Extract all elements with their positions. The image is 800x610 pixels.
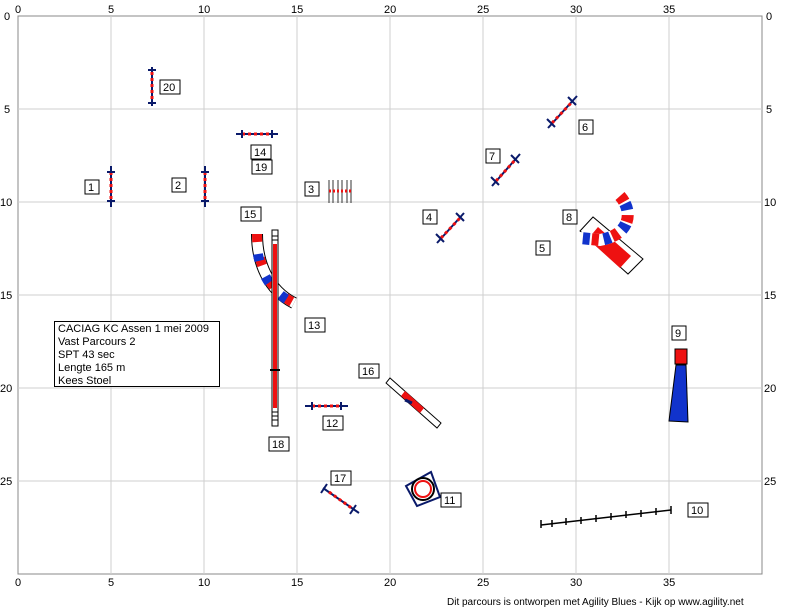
svg-text:19: 19	[255, 162, 267, 174]
y-tick: 0	[766, 11, 772, 23]
longjump-10	[540, 506, 672, 528]
jump-17	[320, 483, 360, 515]
x-tick: 5	[108, 577, 114, 589]
obstacle-number-8: 8	[562, 209, 578, 225]
svg-text:3: 3	[308, 184, 314, 196]
x-tick: 10	[198, 577, 210, 589]
x-tick: 20	[384, 4, 396, 16]
svg-text:8: 8	[566, 212, 572, 224]
x-tick: 35	[663, 577, 675, 589]
obstacle-number-11: 11	[440, 492, 462, 508]
svg-text:15: 15	[244, 209, 256, 221]
svg-text:17: 17	[334, 473, 346, 485]
jump-6	[546, 95, 578, 129]
svg-text:11: 11	[444, 495, 455, 507]
course-info-spt: SPT 43 sec	[58, 349, 115, 361]
jump-14	[236, 130, 278, 138]
x-tick: 0	[15, 4, 21, 16]
obstacle-number-10: 10	[687, 502, 709, 518]
y-tick: 15	[0, 290, 12, 302]
y-axis-right: 0 5 10 15 20 25	[764, 11, 776, 488]
svg-text:6: 6	[582, 122, 588, 134]
y-tick: 15	[764, 290, 776, 302]
y-tick: 25	[0, 476, 12, 488]
obstacle-number-9: 9	[671, 325, 687, 341]
x-axis-top: 0 5 10 15 20 25 30 35	[15, 4, 675, 16]
x-tick: 35	[663, 4, 675, 16]
course-info-judge: Kees Stoel	[58, 375, 112, 387]
svg-text:2: 2	[175, 180, 181, 192]
x-tick: 30	[570, 4, 582, 16]
tunnel-13-15	[251, 233, 297, 309]
obstacle-number-16: 16	[358, 363, 380, 379]
y-tick: 0	[4, 11, 10, 23]
obstacle-number-4: 4	[422, 209, 438, 225]
jump-4	[435, 212, 465, 244]
seesaw-16	[385, 377, 442, 429]
x-tick: 15	[291, 4, 303, 16]
obstacle-number-20: 20	[159, 79, 181, 95]
jump-2	[201, 166, 209, 207]
y-tick: 10	[764, 197, 776, 209]
y-tick: 5	[766, 104, 772, 116]
obstacle-number-14: 14	[250, 144, 272, 160]
course-info-event: CACIAG KC Assen 1 mei 2009	[58, 323, 210, 335]
svg-text:12: 12	[326, 418, 338, 430]
jump-20	[148, 67, 156, 106]
grid-lines	[18, 16, 762, 574]
obstacle-number-3: 3	[304, 181, 320, 197]
course-info-length: Lengte 165 m	[58, 362, 126, 374]
y-tick: 20	[0, 383, 12, 395]
svg-text:14: 14	[254, 147, 266, 159]
x-tick: 10	[198, 4, 210, 16]
x-axis-bottom: 0 5 10 15 20 25 30 35	[15, 577, 675, 589]
obstacle-number-6: 6	[578, 119, 594, 135]
obstacle-number-12: 12	[322, 415, 344, 431]
dogwalk-18	[270, 229, 280, 427]
tunnel-5-8	[579, 192, 644, 275]
course-info-course: Vast Parcours 2	[58, 336, 136, 348]
svg-text:7: 7	[489, 151, 495, 163]
x-tick: 5	[108, 4, 114, 16]
x-tick: 20	[384, 577, 396, 589]
y-tick: 25	[764, 476, 776, 488]
obstacle-number-7: 7	[485, 148, 501, 164]
x-tick: 30	[570, 577, 582, 589]
aframe-9	[668, 348, 689, 423]
y-tick: 10	[0, 197, 12, 209]
svg-text:1: 1	[88, 182, 94, 194]
svg-text:4: 4	[426, 212, 432, 224]
obstacle-number-15: 15	[240, 206, 262, 222]
svg-text:16: 16	[362, 366, 374, 378]
obstacle-number-2: 2	[171, 177, 187, 193]
x-tick: 0	[15, 577, 21, 589]
fence-3	[328, 180, 352, 203]
obstacle-number-18: 18	[268, 436, 290, 452]
jump-1	[107, 166, 115, 207]
svg-text:18: 18	[272, 439, 284, 451]
x-tick: 25	[477, 577, 489, 589]
obstacle-number-19: 19	[251, 159, 273, 175]
svg-text:20: 20	[163, 82, 175, 94]
y-tick: 20	[764, 383, 776, 395]
jump-12	[305, 402, 348, 410]
svg-text:13: 13	[308, 320, 320, 332]
svg-text:5: 5	[539, 243, 545, 255]
obstacle-number-17: 17	[330, 470, 352, 486]
jump-7	[490, 153, 521, 187]
x-tick: 25	[477, 4, 489, 16]
course-info-box: CACIAG KC Assen 1 mei 2009 Vast Parcours…	[54, 321, 220, 387]
obstacle-labels: 1 2 3 4 5 6 7 8 9 10 11 12 13 14 15 16 1…	[84, 79, 709, 518]
svg-text:10: 10	[691, 505, 703, 517]
obstacle-number-5: 5	[535, 240, 551, 256]
obstacle-number-13: 13	[304, 317, 326, 333]
svg-text:9: 9	[675, 328, 681, 340]
footer-credit: Dit parcours is ontworpen met Agility Bl…	[447, 597, 744, 608]
table-11	[404, 470, 442, 508]
y-axis-left: 0 5 10 15 20 25	[0, 11, 12, 488]
x-tick: 15	[291, 577, 303, 589]
y-tick: 5	[4, 104, 10, 116]
obstacle-number-1: 1	[84, 179, 100, 195]
